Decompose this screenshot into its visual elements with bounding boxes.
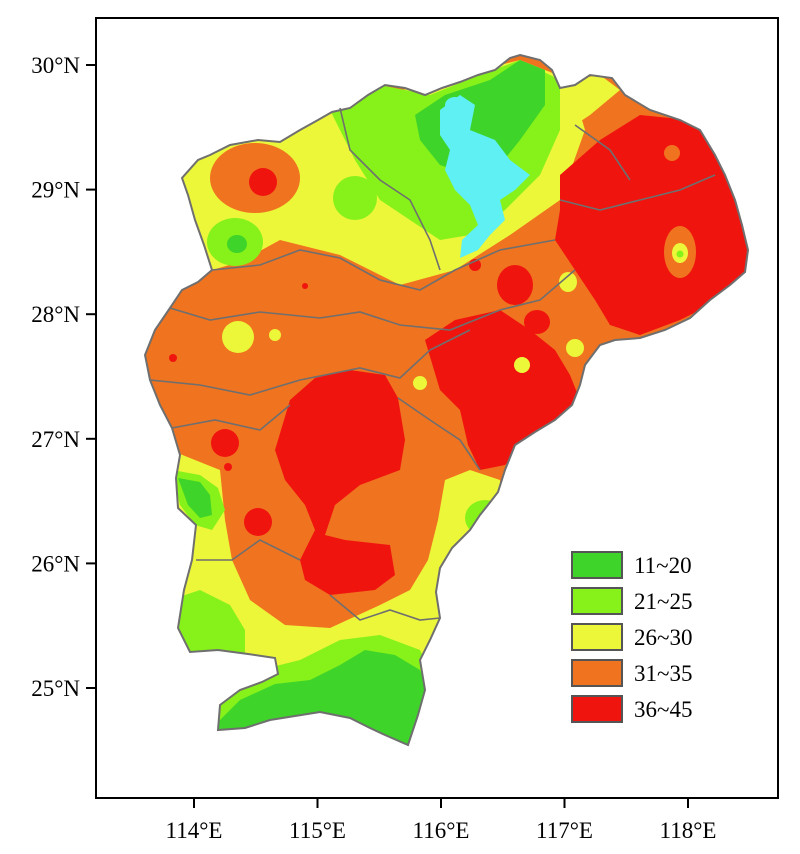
zone-26-30-dot-1 (222, 321, 254, 353)
y-tick-label: 30°N (31, 53, 80, 78)
legend-label: 36~45 (634, 697, 692, 722)
province-map (145, 55, 748, 745)
zone-36-45-nw (249, 168, 277, 196)
x-tick-label: 118°E (660, 818, 717, 843)
zone-36-45-west-5 (302, 283, 308, 289)
zone-36-45-west-1 (211, 429, 239, 457)
legend-label: 11~20 (634, 553, 692, 578)
x-tick-label: 117°E (536, 818, 593, 843)
boundary-line-3 (149, 329, 471, 396)
zone-26-30-dot-2 (269, 329, 281, 341)
legend-swatch (571, 551, 623, 579)
boundary-line-6 (196, 539, 301, 561)
zone-21-25-southwest (170, 590, 245, 660)
zone-21-25-east (465, 500, 505, 536)
zone-36-45-east (555, 115, 748, 335)
zone-31-35-east-dot (664, 145, 680, 161)
zone-11-20-west (178, 478, 212, 518)
zone-36-45-west-2 (224, 463, 232, 471)
zone-26-30-northeast (570, 75, 620, 125)
zone-26-30-dot-3 (413, 376, 427, 390)
legend-swatch (571, 587, 623, 615)
boundary-line-10 (574, 124, 631, 181)
boundary-line-4 (171, 404, 291, 431)
zone-36-45-west-3 (244, 508, 272, 536)
y-tick-label: 27°N (31, 427, 80, 452)
legend-swatch (571, 695, 623, 723)
poyang-lake-2 (445, 97, 465, 113)
y-tick-label: 29°N (31, 178, 80, 203)
x-tick-label: 115°E (289, 818, 346, 843)
boundary-line-8 (339, 107, 441, 271)
y-tick-label: 28°N (31, 302, 80, 327)
boundary-line-1 (211, 239, 556, 291)
poyang-lake (440, 95, 530, 258)
x-tick-label: 114°E (166, 818, 223, 843)
zone-26-30-dot-5 (559, 272, 577, 292)
zone-26-30-dot-6 (566, 339, 584, 357)
zone-21-25-east-dot (676, 250, 684, 258)
zone-26-30-dot-4 (514, 357, 530, 373)
zone-36-45-ec-blob2 (524, 310, 550, 334)
province-outline (143, 53, 750, 747)
zone-36-45-ec-blob1 (497, 265, 533, 305)
zone-11-20-nw-2 (227, 235, 247, 253)
county-boundaries (149, 107, 716, 621)
legend: 11~20 21~25 26~30 31~35 36~45 (571, 551, 692, 723)
y-axis-ticks: 30°N 29°N 28°N 27°N 26°N 25°N (31, 53, 96, 701)
plot-frame (95, 17, 779, 799)
legend-label: 21~25 (634, 589, 692, 614)
legend-label: 31~35 (634, 661, 692, 686)
legend-swatch (571, 659, 623, 687)
zone-36-45-center (275, 370, 405, 595)
boundary-line-9 (559, 174, 716, 211)
x-axis-ticks: 114°E 115°E 116°E 117°E 118°E (166, 798, 717, 843)
legend-swatch (571, 623, 623, 651)
y-tick-label: 26°N (31, 551, 80, 576)
boundary-line-5 (397, 397, 481, 471)
legend-label: 26~30 (634, 625, 692, 650)
y-tick-label: 25°N (31, 676, 80, 701)
boundary-line-7 (329, 594, 441, 621)
boundary-line-2 (169, 269, 576, 331)
x-tick-label: 116°E (413, 818, 470, 843)
zone-36-45-west-4 (169, 354, 177, 362)
zone-21-25-nw-1 (333, 176, 377, 220)
